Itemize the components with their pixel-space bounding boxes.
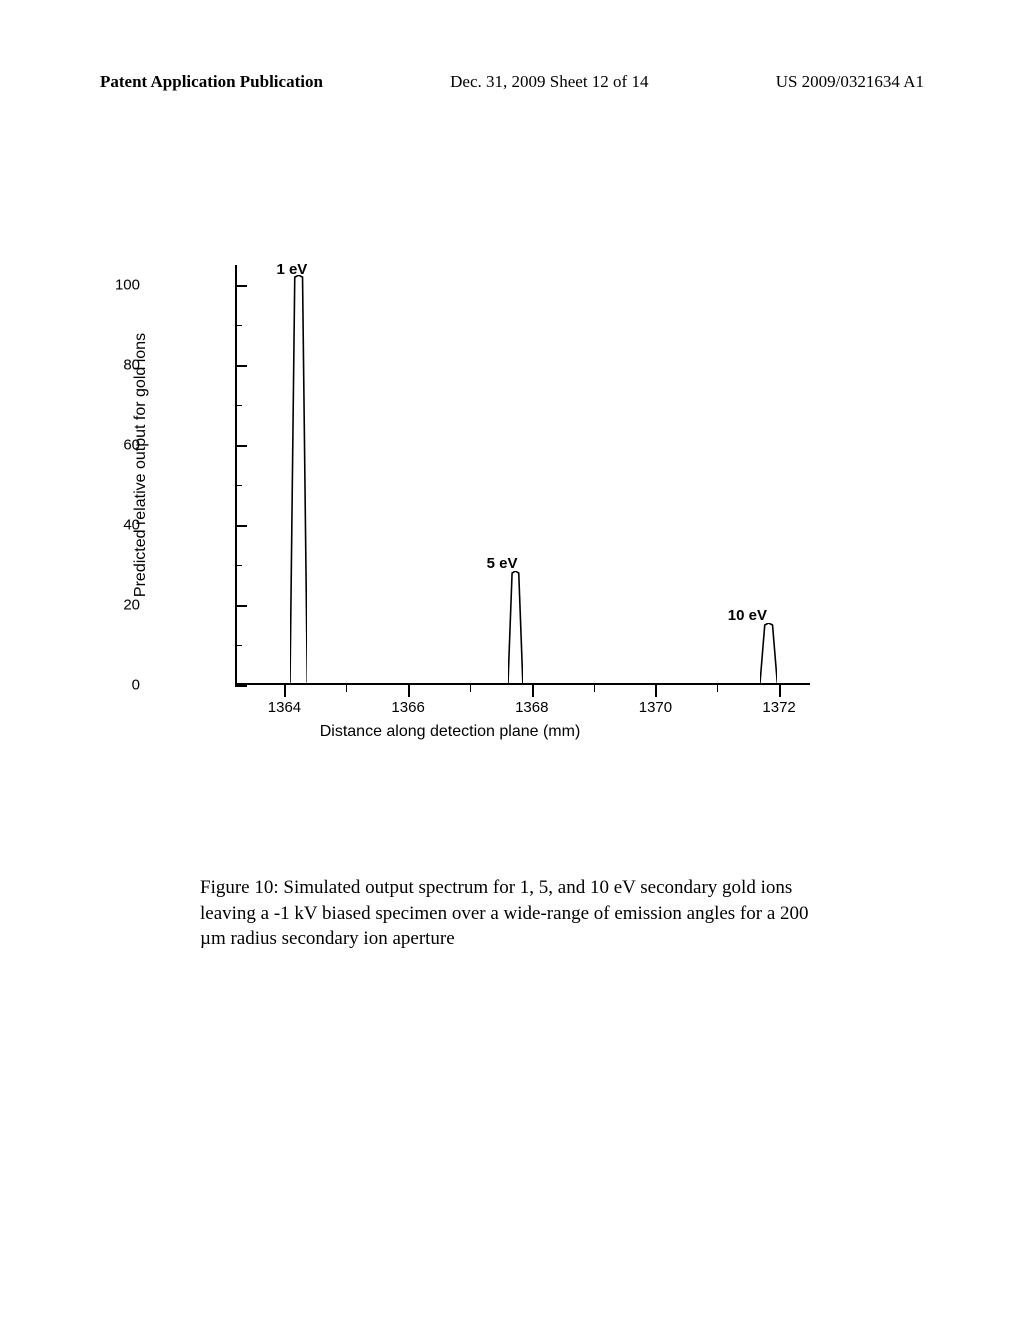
- y-tick-label: 20: [123, 597, 140, 614]
- x-tick-label: 1370: [639, 699, 672, 716]
- y-tick-label: 40: [123, 517, 140, 534]
- x-minor-tick: [470, 685, 471, 692]
- y-tick: [235, 685, 247, 687]
- x-tick-label: 1368: [515, 699, 548, 716]
- x-tick: [532, 685, 534, 697]
- y-tick-label: 80: [123, 357, 140, 374]
- spectrum-peak: [760, 623, 777, 683]
- plot-area: 1 eV5 eV10 eV: [235, 265, 810, 685]
- x-axis-label: Distance along detection plane (mm): [320, 723, 581, 741]
- x-tick-label: 1364: [268, 699, 301, 716]
- spectrum-peak: [290, 275, 307, 683]
- x-tick: [408, 685, 410, 697]
- x-minor-tick: [717, 685, 718, 692]
- header-center: Dec. 31, 2009 Sheet 12 of 14: [450, 72, 648, 92]
- spectrum-peak: [508, 571, 523, 683]
- x-minor-tick: [594, 685, 595, 692]
- figure-caption: Figure 10: Simulated output spectrum for…: [200, 875, 830, 952]
- x-minor-tick: [346, 685, 347, 692]
- spectrum-chart: Predicted relative output for gold ions …: [130, 235, 850, 745]
- y-tick-label: 0: [132, 677, 140, 694]
- header-right: US 2009/0321634 A1: [776, 72, 924, 92]
- figure-10: Predicted relative output for gold ions …: [130, 235, 850, 795]
- x-tick-label: 1372: [762, 699, 795, 716]
- peak-label: 5 eV: [487, 555, 518, 572]
- x-tick: [284, 685, 286, 697]
- x-tick-label: 1366: [391, 699, 424, 716]
- peak-label: 10 eV: [728, 607, 767, 624]
- page-header: Patent Application Publication Dec. 31, …: [100, 72, 924, 92]
- peak-label: 1 eV: [276, 261, 307, 278]
- x-tick: [655, 685, 657, 697]
- y-tick-label: 100: [115, 277, 140, 294]
- header-left: Patent Application Publication: [100, 72, 323, 92]
- y-tick-label: 60: [123, 437, 140, 454]
- x-tick: [779, 685, 781, 697]
